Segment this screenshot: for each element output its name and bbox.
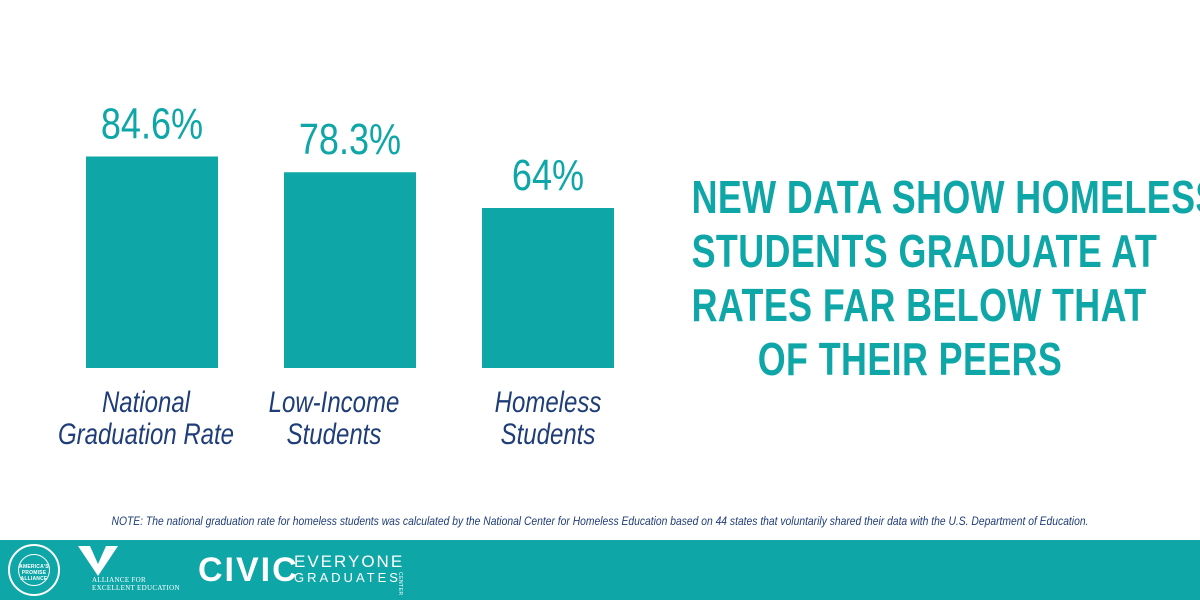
footnote: NOTE: The national graduation rate for h… (0, 514, 1200, 528)
everyone-label: EVERYONE (294, 552, 405, 571)
bar-homeless-students (482, 208, 614, 368)
category-label-low-income-students-line-2: Students (287, 416, 382, 450)
americas-promise-logo: AMERICA'S PROMISE ALLIANCE (8, 544, 60, 596)
category-label-national-graduation-rate-line-2: Graduation Rate (58, 416, 234, 450)
headline-line-3: RATES FAR BELOW THAT (691, 279, 1147, 331)
americas-promise-label: AMERICA'S PROMISE ALLIANCE (19, 564, 49, 582)
v-mark-icon (78, 546, 118, 576)
alliance-label-2: EXCELLENT EDUCATION (92, 584, 180, 592)
category-label-homeless-students-line-1: Homeless (495, 384, 602, 418)
data-label-low-income-students: 78.3% (299, 115, 401, 164)
data-label-homeless-students: 64% (512, 151, 584, 200)
category-label-homeless-students-line-2: Students (501, 416, 596, 450)
category-label-national-graduation-rate-line-1: National (102, 384, 191, 418)
footnote-text: NOTE: The national graduation rate for h… (111, 514, 1089, 528)
everyone-graduates-center-logo: EVERYONE GRADUATES CENTER (294, 552, 405, 596)
seal-ring-icon (18, 554, 50, 586)
data-label-national-graduation-rate: 84.6% (101, 99, 203, 148)
bar-low-income-students (284, 172, 416, 368)
bar-national-graduation-rate (86, 156, 218, 368)
headline: NEW DATA SHOW HOMELESS STUDENTS GRADUATE… (691, 170, 1200, 386)
category-label-low-income-students-line-1: Low-Income (269, 384, 400, 418)
graduates-label: GRADUATES (294, 570, 401, 585)
headline-line-1: NEW DATA SHOW HOMELESS (691, 171, 1200, 223)
headline-line-4: OF THEIR PEERS (757, 333, 1063, 385)
alliance-label-1: ALLIANCE FOR (92, 576, 146, 584)
alliance-for-excellent-education-logo: ALLIANCE FOR EXCELLENT EDUCATION (78, 546, 188, 594)
footer-bar: AMERICA'S PROMISE ALLIANCE ALLIANCE FOR … (0, 540, 1200, 600)
center-label: CENTER (397, 572, 403, 596)
civic-logo: CIVIC (198, 551, 299, 589)
headline-line-2: STUDENTS GRADUATE AT (691, 225, 1158, 277)
